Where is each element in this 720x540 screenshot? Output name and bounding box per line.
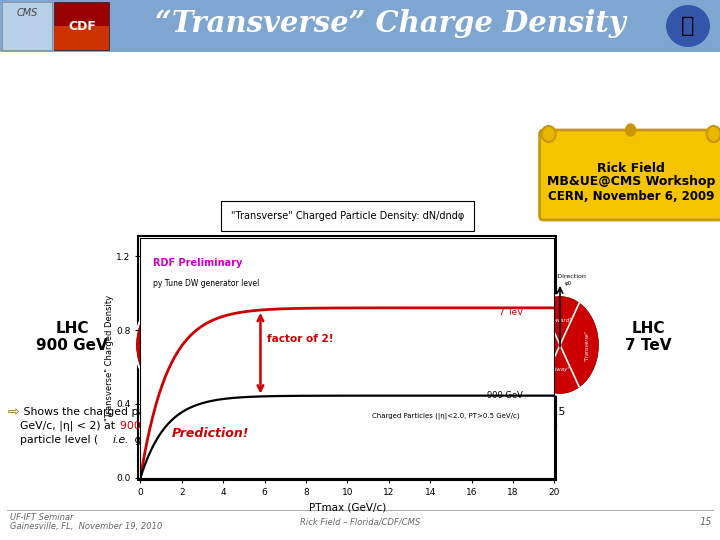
Text: > 0.5: > 0.5 [532,407,565,417]
Ellipse shape [134,294,216,396]
Text: T: T [525,408,531,417]
FancyBboxPatch shape [539,130,720,220]
X-axis label: PTmax (GeV/c): PTmax (GeV/c) [309,502,386,512]
Text: "Transverse": "Transverse" [200,329,205,361]
Text: "Transverse": "Transverse" [530,329,535,361]
Y-axis label: "Transverse" Charged Density: "Transverse" Charged Density [104,295,114,421]
Text: UF-IFT Seminar: UF-IFT Seminar [10,512,73,522]
Text: “Transverse” Charge Density: “Transverse” Charge Density [155,10,626,38]
Bar [2,2,52,50]
Text: particle level (: particle level ( [20,435,98,445]
Text: LHC
7 TeV: LHC 7 TeV [625,321,671,353]
Text: PTmax Direction: PTmax Direction [534,274,586,279]
Text: Gainesville, FL,  November 19, 2010: Gainesville, FL, November 19, 2010 [10,523,163,531]
Text: and at the: and at the [498,421,558,431]
Text: MB&UE@CMS Workshop: MB&UE@CMS Workshop [547,176,715,188]
Text: RDF Preliminary: RDF Preliminary [153,259,242,268]
Text: ⇨: ⇨ [8,405,19,419]
Text: Rick Field – Florida/CDF/CMS: Rick Field – Florida/CDF/CMS [300,517,420,526]
Text: Shows the charged particle density in the: Shows the charged particle density in th… [20,407,254,417]
Text: region for charged particles (p: region for charged particles (p [338,407,508,417]
Text: "transverse": "transverse" [278,407,346,417]
Text: 900 GeV → 7 TeV: 900 GeV → 7 TeV [288,294,442,312]
Text: generator level).: generator level). [131,435,225,445]
Text: φ0: φ0 [180,281,187,287]
Ellipse shape [626,124,636,136]
Text: "Transverse" Charged Particle Density: dN/dndφ: "Transverse" Charged Particle Density: d… [230,211,464,221]
Text: ~0.4 → ~0.8: ~0.4 → ~0.8 [314,360,416,375]
Text: 🌍: 🌍 [681,16,695,36]
Polygon shape [137,303,175,387]
Ellipse shape [519,294,601,396]
Ellipse shape [137,297,213,393]
Text: (UE increase ~ factor of 2): (UE increase ~ factor of 2) [256,312,474,327]
Polygon shape [522,303,560,387]
Text: 15: 15 [700,517,712,527]
Ellipse shape [541,126,556,142]
Text: CDF: CDF [68,19,96,32]
Polygon shape [156,297,194,345]
Text: Tune DW: Tune DW [446,421,494,431]
Polygon shape [541,345,579,393]
Text: Rick Field: Rick Field [597,163,665,176]
Polygon shape [156,345,194,393]
Text: φ0: φ0 [565,281,572,287]
Text: 900 GeV and 7 TeV: 900 GeV and 7 TeV [120,421,224,431]
Text: py Tune DW generator level: py Tune DW generator level [153,279,259,288]
Polygon shape [560,303,598,387]
Text: as defined by PTmax from PYTHIA: as defined by PTmax from PYTHIA [233,421,425,431]
Text: "Away": "Away" [550,367,570,373]
Text: PTmax Direction: PTmax Direction [149,274,201,279]
Text: CMS: CMS [17,8,37,18]
Text: "Toward": "Toward" [548,318,572,322]
Ellipse shape [706,126,720,142]
Text: factor of 2!: factor of 2! [266,334,333,344]
Bar [138,235,557,480]
Bar [54,2,109,50]
Bar [0,0,720,52]
Text: 7 TeV: 7 TeV [499,308,523,317]
Text: "Toward": "Toward" [163,318,187,322]
Text: Prediction!: Prediction! [171,427,249,440]
Polygon shape [541,297,579,345]
Bar [54,26,109,50]
Text: GeV/c, |η| < 2) at: GeV/c, |η| < 2) at [20,421,119,431]
Text: "Transverse": "Transverse" [585,329,590,361]
Ellipse shape [522,297,598,393]
Text: CERN, November 6, 2009: CERN, November 6, 2009 [548,190,714,202]
Text: Charged Particles (|η|<2.0, PT>0.5 GeV/c): Charged Particles (|η|<2.0, PT>0.5 GeV/c… [372,413,520,420]
Text: LHC
900 GeV: LHC 900 GeV [36,321,108,353]
Ellipse shape [666,5,710,47]
Text: 900 GeV: 900 GeV [487,392,523,401]
Text: i.e.: i.e. [113,435,130,445]
Text: "Transverse": "Transverse" [145,329,150,361]
Polygon shape [175,303,213,387]
Text: "Away": "Away" [165,367,185,373]
